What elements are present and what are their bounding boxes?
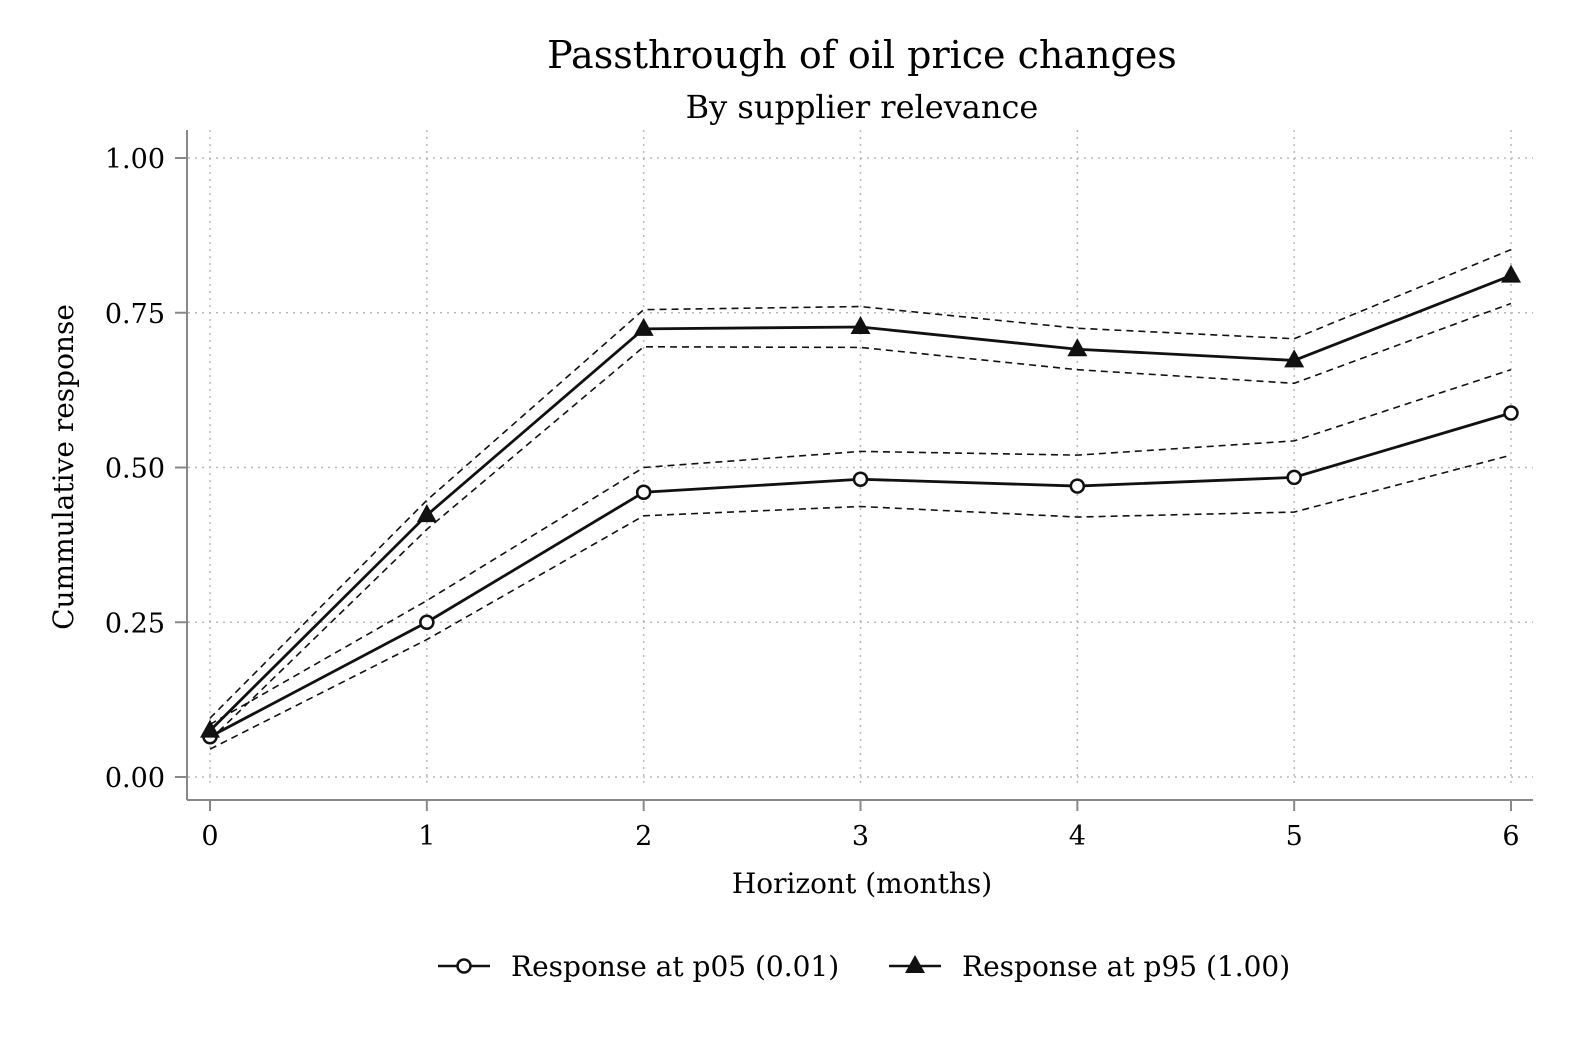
y-axis-label: Cummulative response: [47, 304, 80, 630]
x-tick-label: 6: [1502, 821, 1519, 852]
data-point-triangle: [1284, 349, 1305, 368]
ci-lower-line-series-1: [209, 302, 1512, 741]
series-markers: [200, 264, 1521, 745]
chart-title: Passthrough of oil price changes: [547, 33, 1177, 77]
data-point-triangle: [850, 315, 871, 334]
data-point-circle: [1503, 405, 1519, 421]
data-point-triangle: [1501, 264, 1521, 283]
legend-label-p95: Response at p95 (1.00): [962, 950, 1290, 983]
x-tick-label: 4: [1069, 821, 1086, 852]
data-point-triangle: [633, 317, 654, 336]
legend-triangle-icon: [905, 955, 925, 973]
y-tick-label: 0.00: [105, 763, 165, 794]
grid: [188, 130, 1533, 787]
data-point-triangle: [1067, 338, 1088, 357]
y-tick-label: 1.00: [105, 144, 165, 175]
legend: Response at p05 (0.01) Response at p95 (…: [438, 950, 1290, 983]
x-tick-label: 0: [201, 821, 218, 852]
x-tick-label: 1: [418, 821, 435, 852]
legend-circle-icon: [456, 958, 472, 974]
confidence-bands: [209, 248, 1512, 750]
data-point-circle: [1069, 478, 1086, 494]
series-line-0: [209, 411, 1512, 739]
data-point-circle: [852, 471, 869, 488]
x-tick-label: 3: [852, 821, 869, 852]
y-tick-label: 0.75: [105, 299, 165, 330]
ci-upper-line-series-0: [209, 368, 1512, 726]
data-point-circle: [635, 484, 652, 501]
data-point-triangle: [200, 719, 220, 738]
y-tick-label: 0.50: [105, 454, 165, 485]
data-point-circle: [419, 614, 435, 630]
x-axis-label: Horizont (months): [732, 867, 992, 900]
x-tick-label: 5: [1286, 821, 1303, 852]
x-tick-label: 2: [635, 821, 652, 852]
data-point-triangle: [416, 504, 437, 523]
legend-label-p05: Response at p05 (0.01): [511, 950, 839, 983]
y-tick-label: 0.25: [105, 608, 165, 639]
chart-subtitle: By supplier relevance: [686, 88, 1039, 126]
data-point-circle: [1286, 469, 1302, 486]
ci-lower-line-series-0: [209, 454, 1512, 750]
axes: 0.00 0.25 0.50 0.75 1.00 0 1 2 3 4 5 6: [105, 130, 1533, 852]
